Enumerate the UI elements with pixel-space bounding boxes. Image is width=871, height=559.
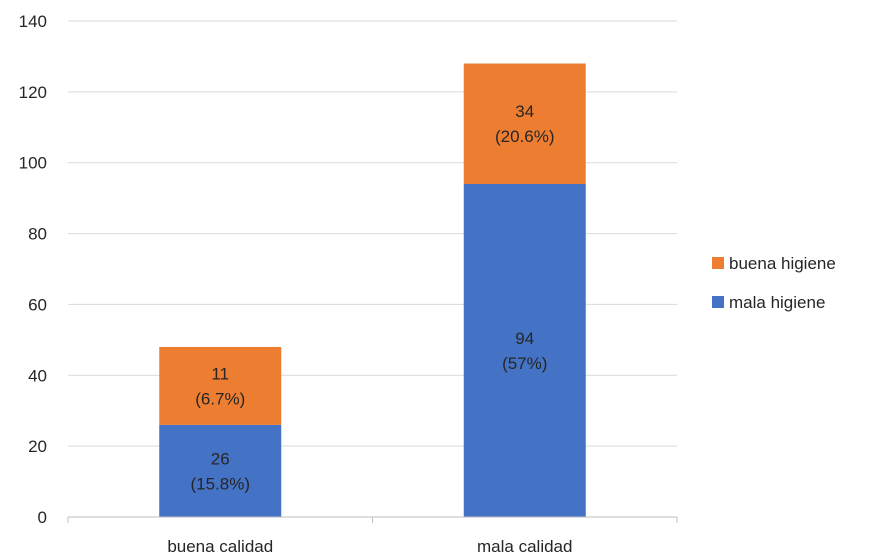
y-tick-label: 20 (28, 437, 47, 456)
x-category-label: buena calidad (167, 537, 273, 556)
bar-data-label: (57%) (502, 354, 547, 373)
y-tick-label: 140 (19, 12, 47, 31)
bar-data-label: (15.8%) (190, 474, 250, 493)
bar-segment (463, 63, 586, 184)
bar-segment (159, 346, 282, 425)
y-axis-ticks: 0 20 40 60 80 100 120 140 (19, 12, 47, 527)
legend-swatch (712, 257, 724, 269)
bar-data-label: (6.7%) (195, 389, 245, 408)
legend-label: buena higiene (729, 254, 836, 273)
y-tick-label: 120 (19, 83, 47, 102)
bar-data-label: (20.6%) (495, 127, 555, 146)
x-category-label: mala calidad (477, 537, 572, 556)
y-tick-label: 40 (28, 366, 47, 385)
y-tick-label: 100 (19, 154, 47, 173)
x-axis-category-labels: buena calidad mala calidad (167, 537, 572, 556)
bar-segment (159, 424, 282, 517)
legend-label: mala higiene (729, 293, 825, 312)
bars (159, 63, 586, 517)
bar-data-label: 34 (515, 102, 534, 121)
data-labels: 26 (15.8%) 11 (6.7%) 94 (57%) 34 (20.6%) (190, 102, 554, 493)
y-tick-label: 0 (38, 508, 47, 527)
x-axis (67, 516, 678, 523)
legend: buena higiene mala higiene (712, 254, 836, 312)
y-tick-label: 60 (28, 295, 47, 314)
bar-segment (463, 183, 586, 517)
y-tick-label: 80 (28, 225, 47, 244)
bar-data-label: 26 (211, 449, 230, 468)
bar-data-label: 94 (515, 329, 534, 348)
bar-data-label: 11 (211, 364, 229, 383)
legend-swatch (712, 296, 724, 308)
